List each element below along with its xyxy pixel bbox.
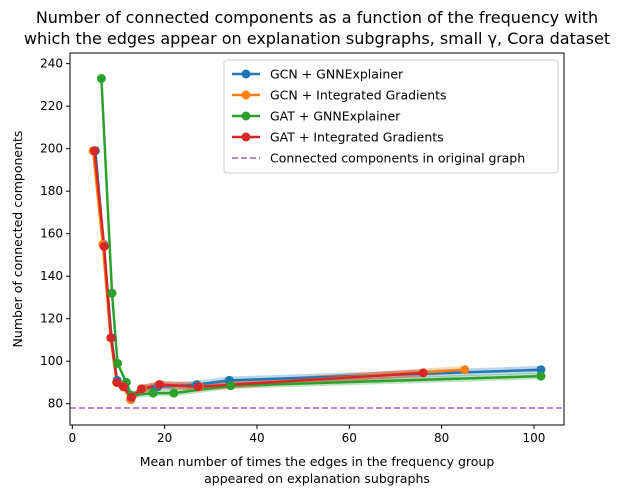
legend-entry-label: GCN + Integrated Gradients (270, 88, 447, 103)
legend-marker (241, 69, 251, 79)
y-tick-label: 200 (40, 142, 63, 156)
legend-entry-label: GCN + GNNExplainer (270, 67, 404, 82)
legend-marker (241, 132, 251, 142)
y-tick-label: 140 (40, 269, 63, 283)
series-line (94, 150, 541, 401)
x-tick-label: 0 (68, 431, 76, 445)
legend-marker (241, 90, 251, 100)
data-point (106, 333, 116, 343)
x-axis-label-line: Mean number of times the edges in the fr… (140, 454, 495, 469)
y-tick-label: 80 (48, 397, 63, 411)
confidence-band (95, 146, 541, 404)
data-point (460, 365, 470, 375)
y-axis-label-group: Number of connected components (10, 131, 25, 348)
x-tick-label: 20 (157, 431, 172, 445)
data-point (193, 382, 203, 392)
legend-entry-label: Connected components in original graph (270, 151, 525, 166)
confidence-band (93, 146, 465, 404)
y-tick-label: 240 (40, 57, 63, 71)
x-tick-label: 40 (249, 431, 264, 445)
data-point (113, 358, 123, 368)
chart-title-line: which the edges appear on explanation su… (24, 29, 610, 48)
y-tick-label: 100 (40, 354, 63, 368)
chart-title-line: Number of connected components as a func… (36, 8, 598, 27)
legend: GCN + GNNExplainer GCN + Integrated Gradi… (223, 59, 559, 174)
y-axis: 80 100 120 140 160 180 200 220 240 (40, 57, 70, 411)
y-tick-label: 220 (40, 99, 63, 113)
y-tick-label: 180 (40, 184, 63, 198)
x-tick-label: 80 (434, 431, 449, 445)
legend-entry-label: GAT + Integrated Gradients (270, 130, 444, 145)
y-axis-label: Number of connected components (10, 131, 25, 348)
data-point (536, 365, 546, 375)
chart-title: Number of connected components as a func… (24, 8, 610, 48)
data-point (137, 384, 147, 394)
data-point (112, 377, 122, 387)
y-tick-label: 160 (40, 227, 63, 241)
y-tick-label: 120 (40, 312, 63, 326)
x-axis: 0 20 40 60 80 100 (68, 425, 545, 445)
data-point (119, 382, 129, 392)
legend-entry-label: GAT + GNNExplainer (270, 109, 401, 124)
legend-marker (241, 111, 251, 121)
series-line (93, 150, 424, 399)
data-point (226, 381, 236, 391)
data-point (148, 388, 158, 398)
data-point (418, 368, 428, 378)
plot-frame (69, 52, 565, 426)
data-point (155, 380, 165, 390)
data-point (107, 288, 117, 298)
legend-box (223, 59, 559, 174)
data-point (169, 388, 179, 398)
series-line (91, 150, 465, 401)
x-axis-label-line: appeared on explanation subgraphs (204, 471, 430, 486)
series-points (88, 74, 546, 404)
data-point (89, 146, 99, 156)
x-tick-label: 100 (523, 431, 546, 445)
data-point (99, 241, 109, 251)
x-tick-label: 60 (342, 431, 357, 445)
confidence-band (94, 146, 424, 402)
data-point (126, 392, 136, 402)
data-point (536, 371, 546, 381)
data-point (96, 74, 106, 84)
x-axis-label: Mean number of times the edges in the fr… (140, 454, 495, 486)
